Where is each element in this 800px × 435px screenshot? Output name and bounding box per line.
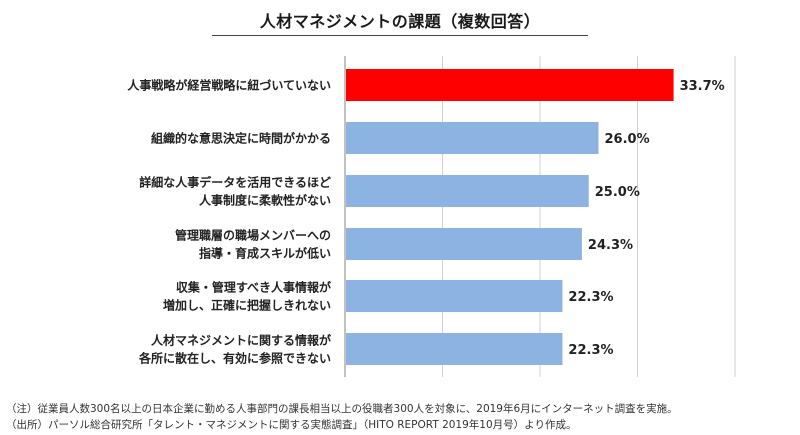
category-label-3-line-2: 人事制度に柔軟性がない	[199, 193, 331, 208]
bar-chart: 33.7% 人事戦略が経営戦略に紐づいていない 26.0% 組織的な意思決定に時間がか…	[127, 56, 736, 377]
category-label-6-line-1: 人材マネジメントに関する情報が	[151, 333, 331, 348]
category-label-4-line-2: 指導・育成スキルが低い	[199, 246, 331, 261]
data-label-6: 22.3%	[568, 343, 613, 358]
category-label-4-line-1: 管理職層の職場メンバーへの	[175, 228, 331, 243]
footnote-note: （注）従業員人数300名以上の日本企業に勤める人事部門の課長相当以上の役職者30…	[6, 403, 678, 415]
category-label-1: 人事戦略が経営戦略に紐づいていない	[127, 78, 331, 93]
data-label-1: 33.7%	[680, 79, 725, 94]
category-label-6-line-2: 各所に散在し、有効に参照できない	[138, 351, 331, 366]
title-underline	[212, 35, 588, 36]
chart-title: 人材マネジメントの課題（複数回答）	[259, 12, 541, 31]
data-label-4: 24.3%	[588, 238, 633, 253]
bar-3	[346, 175, 589, 207]
footnote-source: （出所）パーソル総合研究所「タレント・マネジメントに関する実態調査」（HITO …	[6, 419, 577, 431]
data-label-3: 25.0%	[595, 185, 640, 200]
category-label-3-line-1: 詳細な人事データを活用できるほど	[139, 175, 331, 190]
data-label-2: 26.0%	[605, 132, 650, 147]
bar-4	[346, 228, 582, 260]
category-label-5-line-2: 増加し、正確に把握しきれない	[163, 298, 331, 313]
category-label-2: 組織的な意思決定に時間がかかる	[151, 131, 331, 146]
bar-5	[346, 280, 563, 312]
bar-6	[346, 333, 563, 365]
data-label-5: 22.3%	[568, 290, 613, 305]
category-label-5-line-1: 収集・管理すべき人事情報が	[176, 280, 331, 295]
bar-1	[346, 69, 674, 101]
bar-2	[346, 122, 599, 154]
